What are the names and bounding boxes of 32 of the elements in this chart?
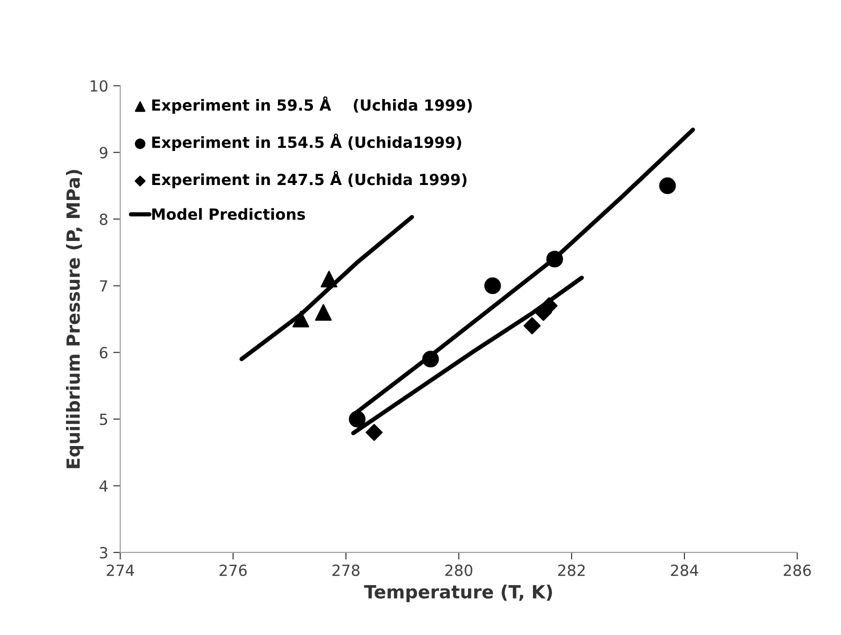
y-tick-label: 7 xyxy=(100,280,108,292)
y-tick-label: 5 xyxy=(100,414,108,426)
legend-label: Experiment in 154.5 Å (Uchida1999) xyxy=(152,134,462,151)
y-tick-label: 10 xyxy=(90,80,108,92)
point xyxy=(422,350,439,368)
y-axis-title: Equilibrium Pressure (P, MPa) xyxy=(66,170,84,468)
x-tick-label: 276 xyxy=(220,564,247,576)
y-tick-label: 6 xyxy=(100,346,108,358)
legend-label: Experiment in 247.5 Å (Uchida 1999) xyxy=(152,170,466,188)
point xyxy=(348,410,366,428)
point xyxy=(659,177,676,194)
legend-label: Model Predictions xyxy=(152,208,305,220)
x-tick-label: 274 xyxy=(106,564,134,576)
y-tick-label: 3 xyxy=(100,546,108,558)
y-tick-label: 9 xyxy=(100,146,108,158)
x-tick-label: 282 xyxy=(558,564,585,576)
point xyxy=(524,317,541,334)
point xyxy=(315,304,332,321)
point xyxy=(484,277,501,294)
x-tick-label: 284 xyxy=(670,564,698,576)
point xyxy=(546,250,564,268)
x-axis-title: Temperature (T, K) xyxy=(364,584,552,602)
legend-label: Experiment in 59.5 Å (Uchida 1999) xyxy=(152,96,472,114)
line-series xyxy=(351,276,584,436)
x-tick-label: 280 xyxy=(445,564,472,576)
y-tick-label: 4 xyxy=(99,480,108,492)
y-tick-label: 8 xyxy=(100,214,108,226)
point xyxy=(320,270,338,288)
x-tick-label: 278 xyxy=(332,564,360,576)
x-tick-label: 286 xyxy=(784,564,811,576)
point xyxy=(366,424,383,441)
point xyxy=(292,310,310,328)
